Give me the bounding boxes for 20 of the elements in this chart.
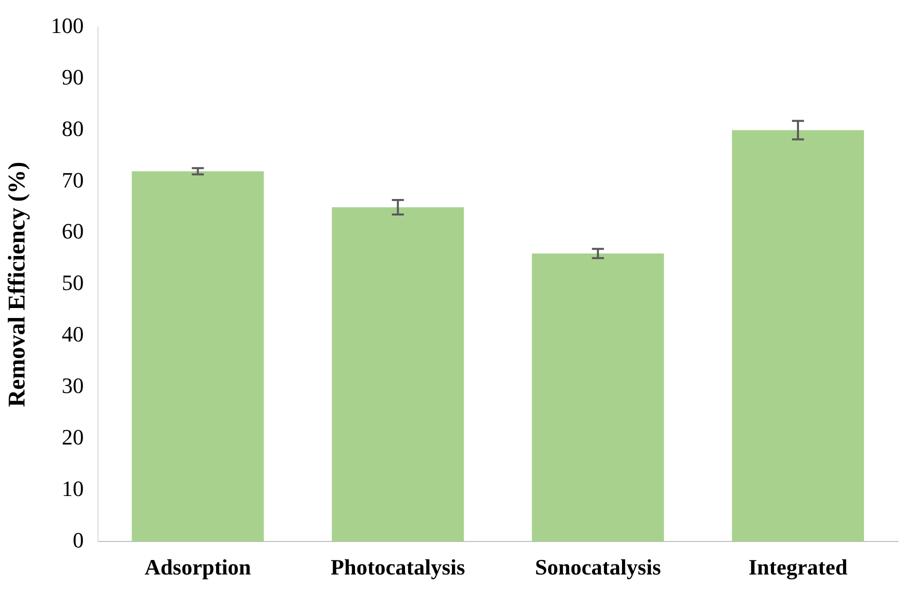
y-axis-title: Removal Efficiency (%) (4, 162, 31, 408)
y-tick-label: 90 (62, 64, 84, 90)
y-tick-label: 100 (50, 12, 84, 38)
bar (132, 171, 264, 542)
bar (332, 207, 464, 542)
y-tick-label: 0 (72, 527, 84, 552)
y-tick-label: 60 (62, 218, 84, 244)
x-tick-label: Adsorption (144, 554, 252, 580)
x-tick-label: Integrated (748, 554, 848, 580)
y-tick-label: 50 (62, 270, 84, 296)
x-tick-label: Photocatalysis (330, 554, 466, 580)
y-tick-label: 10 (62, 476, 84, 501)
y-tick-label: 40 (62, 322, 84, 347)
y-tick-label: 70 (62, 167, 84, 192)
y-tick-label: 20 (62, 424, 84, 450)
bar (532, 254, 664, 542)
y-tick-label: 80 (62, 116, 84, 141)
bar (732, 130, 864, 542)
x-tick-label: Sonocatalysis (534, 554, 662, 580)
y-tick-label: 30 (62, 373, 84, 398)
